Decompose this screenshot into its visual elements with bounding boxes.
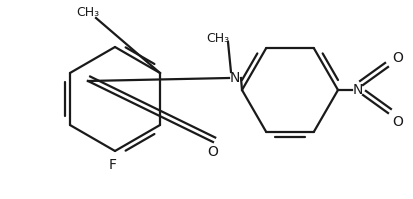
Text: CH₃: CH₃ (206, 31, 230, 45)
Text: N: N (230, 71, 240, 85)
Text: O: O (393, 51, 404, 65)
Text: O: O (393, 115, 404, 129)
Text: N: N (353, 83, 363, 97)
Text: O: O (208, 145, 218, 159)
Text: CH₃: CH₃ (76, 6, 100, 19)
Text: F: F (109, 158, 117, 172)
